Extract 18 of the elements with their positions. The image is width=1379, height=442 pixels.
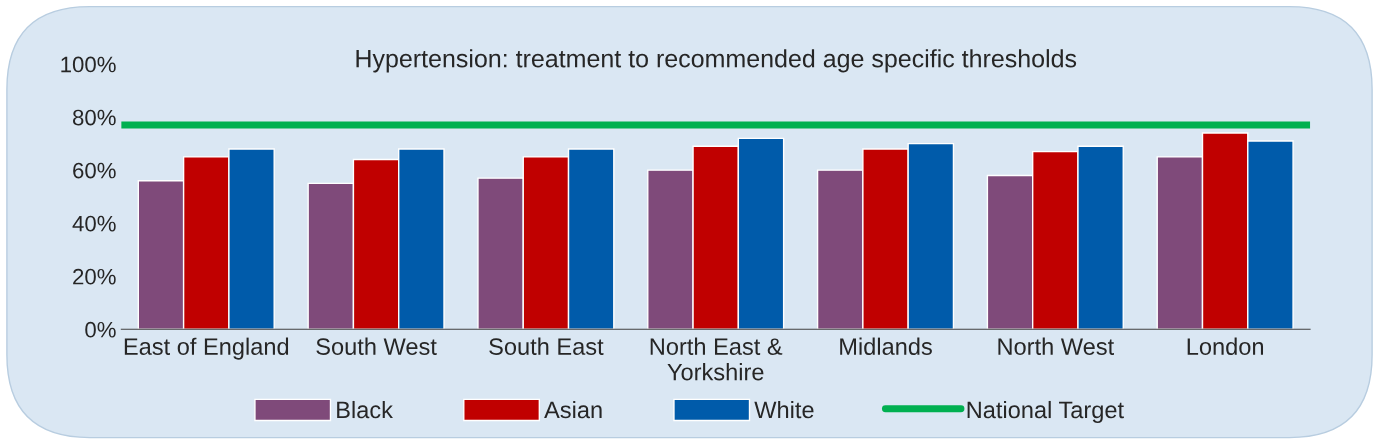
x-tick-label: Midlands	[840, 337, 932, 355]
x-tick-label: South West	[316, 337, 437, 355]
legend-label: White	[754, 400, 814, 419]
x-tick-label: London	[1187, 337, 1264, 355]
legend-label: Black	[337, 400, 393, 419]
legend-label: Asian	[544, 400, 602, 419]
y-tick-label: 0%	[85, 321, 116, 338]
x-tick-label: North West	[998, 337, 1114, 355]
y-tick-label: 40%	[72, 215, 116, 232]
chart-title: Hypertension: treatment to recommended age specific thresholds	[356, 49, 1077, 73]
y-tick-label: 100%	[61, 56, 116, 73]
x-tick-label: South East	[489, 337, 604, 355]
y-tick-label: 80%	[72, 109, 116, 126]
legend-label: National Target	[967, 400, 1124, 423]
y-tick-label: 20%	[73, 268, 116, 285]
y-tick-label: 60%	[73, 162, 116, 179]
x-tick-label: East of England	[124, 337, 289, 360]
x-tick-label: North East & Yorkshire	[650, 337, 783, 381]
